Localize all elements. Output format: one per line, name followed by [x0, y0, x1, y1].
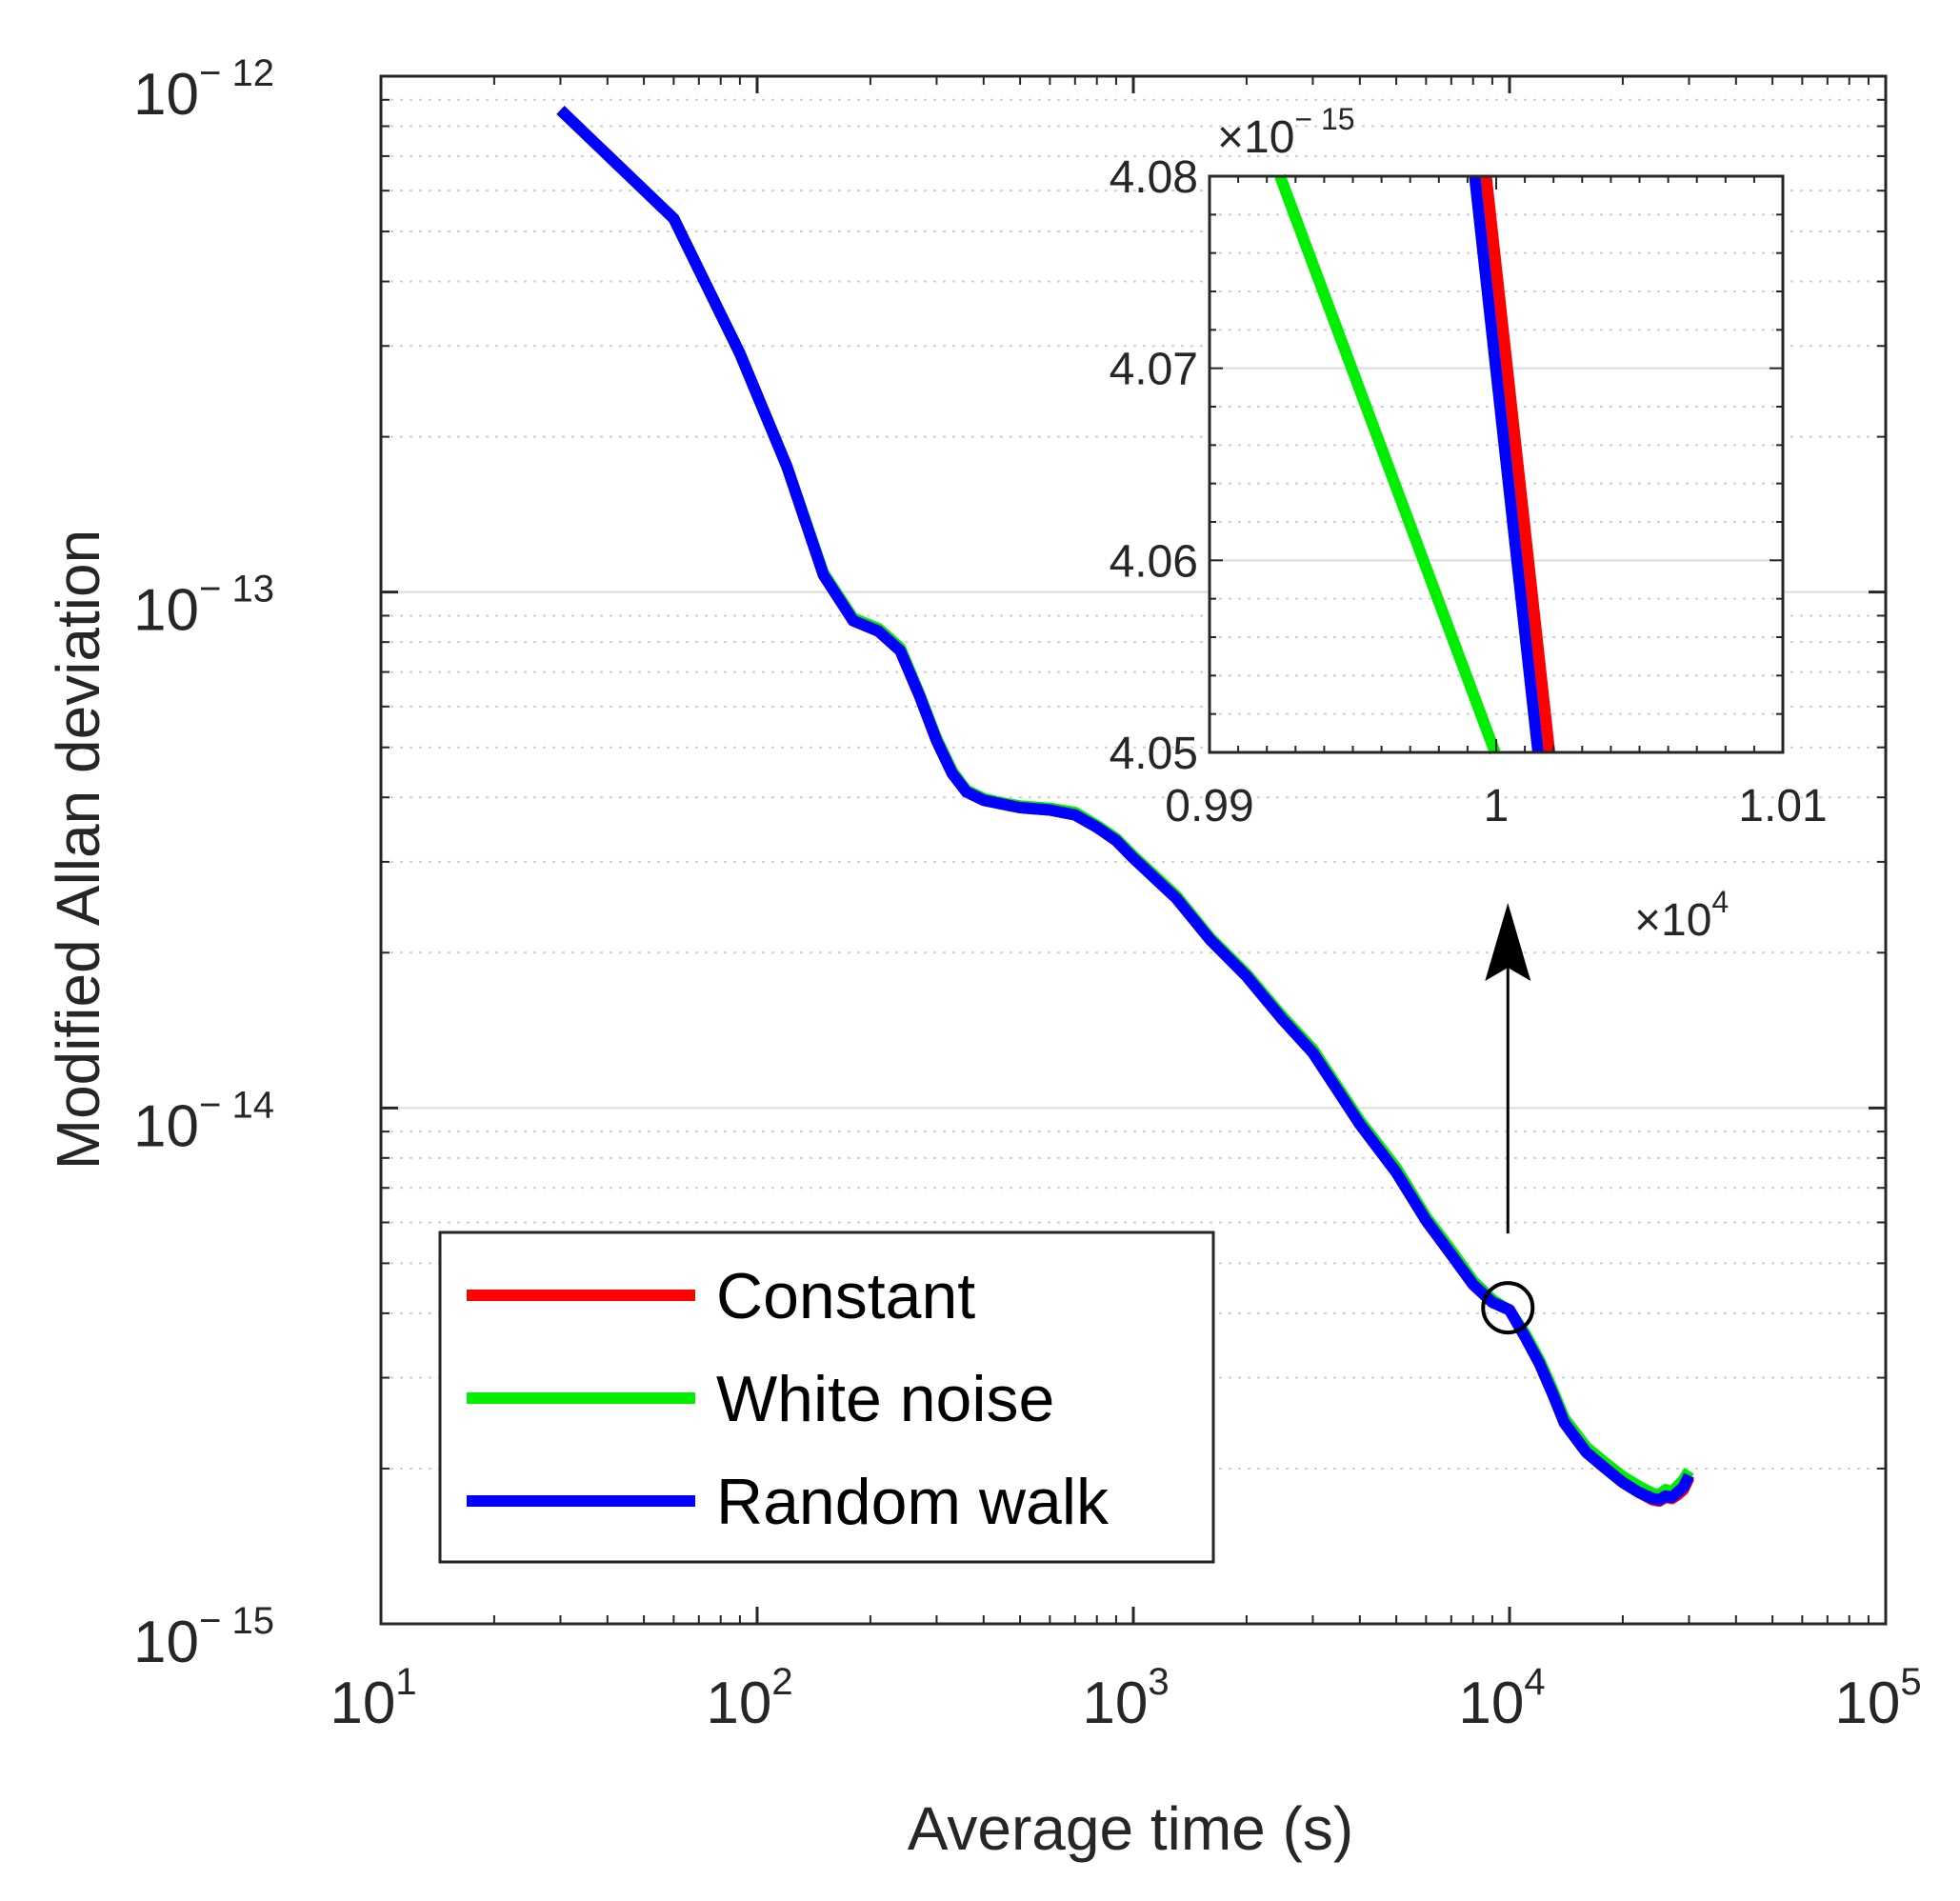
- x-tick-label: 103: [1082, 1661, 1169, 1736]
- y-tick-label: 10− 14: [133, 1084, 274, 1159]
- inset-y-tick-label: 4.05: [1110, 729, 1198, 779]
- inset-tick-labels: 4.05 4.06 4.07 4.08 0.99 1 1.01: [1110, 152, 1828, 831]
- zoom-circle: [1481, 1281, 1535, 1335]
- x-tick-label: 102: [706, 1661, 792, 1736]
- legend-label-white-noise: White noise: [716, 1363, 1054, 1435]
- y-tick-label: 10− 13: [133, 569, 274, 644]
- legend: Constant White noise Random walk: [438, 1231, 1215, 1564]
- inset-series-line-random-walk: [1469, 175, 1544, 753]
- inset-y-multiplier: ×10− 15: [1217, 102, 1355, 163]
- y-axis-title: Modified Allan deviation: [44, 530, 112, 1170]
- inset-y-tick-label: 4.06: [1110, 536, 1198, 587]
- inset-x-tick-label: 1.01: [1738, 781, 1827, 831]
- inset-x-tick-label: 1: [1484, 781, 1510, 831]
- y-tick-label: 10− 12: [133, 52, 274, 128]
- series-line-random-walk: [556, 106, 1694, 1506]
- inset-x-tick-label: 0.99: [1165, 781, 1253, 831]
- inset-series-line-white-noise: [1274, 173, 1501, 755]
- legend-label-random-walk: Random walk: [716, 1466, 1110, 1538]
- zoom-arrow-head: [1485, 903, 1531, 981]
- legend-item-constant: Constant: [467, 1260, 975, 1332]
- inset-y-tick-label: 4.07: [1110, 345, 1198, 395]
- legend-label-constant: Constant: [716, 1260, 975, 1332]
- zoom-annotation: [1481, 903, 1535, 1335]
- legend-item-random-walk: Random walk: [467, 1466, 1110, 1538]
- x-axis-title: Average time (s): [908, 1794, 1353, 1863]
- main-tick-labels: 101 102 103 104 105 10− 15 10− 14 10− 13 10− 12: [133, 52, 1922, 1736]
- main-axis-ticks: [379, 76, 1888, 1626]
- x-tick-label: 105: [1834, 1661, 1921, 1736]
- inset-series-line-constant: [1480, 175, 1555, 753]
- inset-y-tick-label: 4.08: [1110, 152, 1198, 203]
- inset-series: [1274, 173, 1555, 755]
- inset-axis-ticks: [1209, 175, 1784, 753]
- inset-x-multiplier: ×104: [1634, 885, 1729, 946]
- legend-item-white-noise: White noise: [467, 1363, 1054, 1435]
- x-tick-label: 104: [1458, 1661, 1545, 1736]
- main-series: [556, 106, 1694, 1508]
- x-tick-label: 101: [330, 1661, 416, 1736]
- y-tick-label: 10− 15: [133, 1600, 274, 1675]
